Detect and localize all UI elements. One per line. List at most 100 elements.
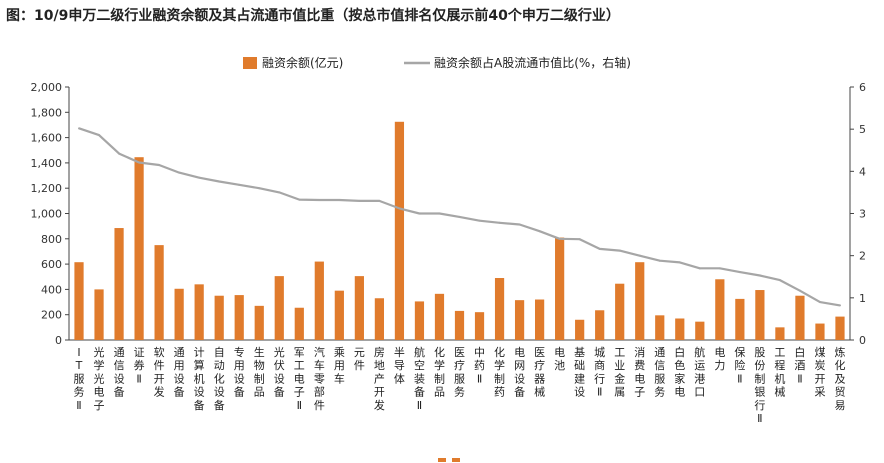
line-point [518, 223, 521, 226]
bar [174, 288, 184, 340]
bar [74, 262, 84, 340]
legend-bar-label: 融资余额(亿元) [262, 55, 343, 70]
y-left-tick-label: 1,000 [31, 208, 63, 221]
line-point [638, 254, 641, 257]
x-category-label: 保险 Ⅱ [734, 345, 745, 385]
x-category-label: 航空装备 Ⅱ [414, 345, 425, 412]
y-left-tick-label: 800 [41, 233, 62, 246]
bar [595, 310, 605, 340]
x-category-label: 生物制品 [254, 345, 265, 399]
y-left-tick-label: 0 [55, 334, 62, 347]
x-category-label: 专用设备 [234, 345, 245, 399]
x-category-label: 通信设备 [114, 346, 125, 399]
y-right-tick-label: 5 [859, 123, 866, 136]
legend-bar-swatch [243, 57, 257, 69]
line-point [778, 279, 781, 282]
line-point [438, 212, 441, 215]
line-point [278, 191, 281, 194]
y-left-tick-label: 600 [41, 258, 62, 271]
x-category-label: 煤炭开采 [814, 346, 825, 399]
line-point [558, 237, 561, 240]
x-category-label: 基础建设 [574, 346, 585, 399]
x-category-label: 自动化设备 [214, 346, 225, 412]
line-point [158, 164, 161, 167]
bar [474, 312, 485, 340]
bar [94, 289, 104, 340]
bar [394, 121, 405, 340]
y-left-tick-label: 400 [41, 283, 62, 296]
x-category-label: 化学制品 [434, 345, 445, 399]
x-category-label: 工程机械 [774, 346, 785, 399]
x-category-label: 航运港口 [694, 345, 705, 399]
bar [194, 284, 204, 340]
x-category-label: 光学光电子 [94, 345, 105, 412]
bar [214, 295, 224, 340]
x-category-label: 股份制银行 Ⅱ [754, 346, 765, 425]
bar-series [74, 121, 845, 340]
line-point [678, 261, 681, 264]
bar [414, 301, 425, 340]
bar [314, 261, 324, 340]
y-right-tick-label: 6 [859, 81, 866, 94]
bar [274, 276, 284, 340]
y-right-tick-label: 3 [859, 208, 866, 221]
y-left-tick-label: 1,600 [31, 132, 63, 145]
x-category-label: 城商行 Ⅱ [594, 346, 605, 399]
line-point [698, 267, 701, 270]
x-category-label: 证券 Ⅱ [134, 346, 145, 385]
y-right-tick-label: 4 [859, 165, 866, 178]
y-left-tick-label: 1,800 [31, 106, 63, 119]
x-category-label: 元件 [354, 346, 365, 372]
line-point [818, 301, 821, 304]
bar [114, 228, 124, 340]
line-point [258, 187, 261, 190]
line-point [298, 198, 301, 201]
line-point [98, 134, 101, 137]
line-point [498, 221, 501, 224]
x-category-label: 半导体 [394, 345, 405, 385]
line-point [118, 152, 121, 155]
line-point [538, 230, 541, 233]
bar [254, 305, 264, 340]
bar [294, 307, 304, 340]
bar [635, 262, 645, 340]
x-category-label: 计算机设备 [194, 346, 205, 412]
line-point [618, 249, 621, 252]
x-category-label: 通用设备 [174, 346, 185, 399]
line-point [138, 161, 141, 164]
bar [514, 300, 525, 340]
bar [354, 276, 364, 340]
y-left-tick-label: 1,200 [31, 182, 63, 195]
x-category-label: 电力 [714, 346, 725, 372]
bar [154, 245, 164, 340]
bar [615, 283, 625, 340]
line-point [378, 199, 381, 202]
bar [675, 318, 685, 340]
x-category-label: 乘用车 [334, 346, 345, 385]
y-right-tick-label: 1 [859, 292, 866, 305]
bar [234, 295, 244, 340]
bar [575, 319, 585, 340]
line-point [738, 271, 741, 274]
x-category-label: 软件开发 [154, 345, 165, 399]
line-point [758, 274, 761, 277]
bar [715, 279, 725, 340]
x-category-label: 光伏设备 [274, 345, 285, 399]
line-point [78, 127, 81, 130]
line-point [718, 267, 721, 270]
x-category-label: 白色家电 [674, 345, 685, 399]
line-series [78, 127, 841, 307]
line-point [598, 247, 601, 250]
bar [815, 323, 825, 340]
x-category-label: 化学制药 [494, 345, 505, 399]
bar [454, 310, 465, 340]
x-category-label: 医疗器械 [534, 346, 545, 399]
legend-line-label: 融资余额占A股流通市值比(%，右轴) [434, 55, 631, 70]
x-category-label: 电池 [554, 346, 565, 372]
x-category-label: 通信服务 [654, 346, 665, 399]
x-category-label: 工业金属 [614, 346, 625, 399]
x-category-label: 房地产开发 [374, 346, 385, 412]
x-category-label: 消费电子 [634, 345, 645, 399]
